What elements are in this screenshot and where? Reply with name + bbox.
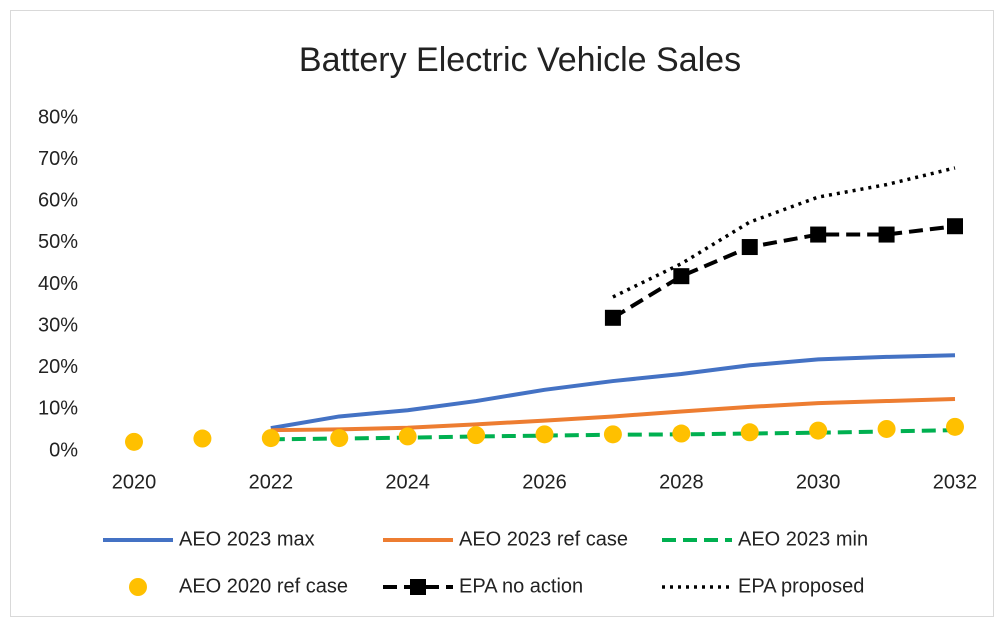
marker (261, 429, 280, 448)
legend-label: EPA proposed (738, 575, 864, 597)
legend-label: EPA no action (459, 575, 583, 597)
marker (946, 417, 964, 436)
y-tick-label: 80% (38, 106, 78, 128)
legend-marker (129, 578, 147, 596)
y-tick-label: 40% (38, 273, 78, 295)
marker (741, 239, 758, 256)
marker (125, 432, 143, 451)
y-tick-label: 70% (38, 148, 78, 170)
series-line (270, 353, 956, 431)
marker (947, 218, 963, 235)
marker (467, 426, 486, 445)
marker (603, 425, 622, 444)
legend-label: AEO 2020 ref case (179, 575, 348, 597)
marker (810, 226, 827, 243)
marker (398, 427, 417, 446)
x-tick-label: 2024 (385, 471, 430, 493)
x-tick-label: 2030 (796, 471, 841, 493)
marker (330, 429, 349, 448)
marker (809, 421, 828, 440)
series-line (611, 224, 956, 320)
marker (878, 226, 895, 243)
marker (672, 424, 691, 443)
legend-label: AEO 2023 ref case (459, 528, 628, 550)
y-tick-label: 10% (38, 398, 78, 420)
x-tick-label: 2022 (249, 471, 294, 493)
legend-label: AEO 2023 min (738, 528, 868, 550)
chart-title: Battery Electric Vehicle Sales (299, 41, 741, 79)
x-tick-label: 2020 (112, 471, 157, 493)
series-line (612, 166, 956, 299)
y-tick-label: 50% (38, 231, 78, 253)
marker (604, 309, 621, 326)
y-tick-label: 30% (38, 314, 78, 336)
y-tick-label: 20% (38, 356, 78, 378)
marker (740, 423, 759, 442)
marker (535, 425, 554, 444)
marker (877, 419, 896, 438)
x-tick-label: 2032 (933, 471, 978, 493)
legend-label: AEO 2023 max (179, 528, 315, 550)
legend-marker (410, 579, 426, 595)
y-tick-label: 0% (49, 439, 78, 461)
marker (673, 268, 690, 285)
y-tick-label: 60% (38, 190, 78, 212)
series-line (270, 396, 956, 433)
x-tick-label: 2028 (659, 471, 704, 493)
chart-frame (10, 10, 994, 617)
x-tick-label: 2026 (522, 471, 567, 493)
marker (193, 429, 212, 448)
